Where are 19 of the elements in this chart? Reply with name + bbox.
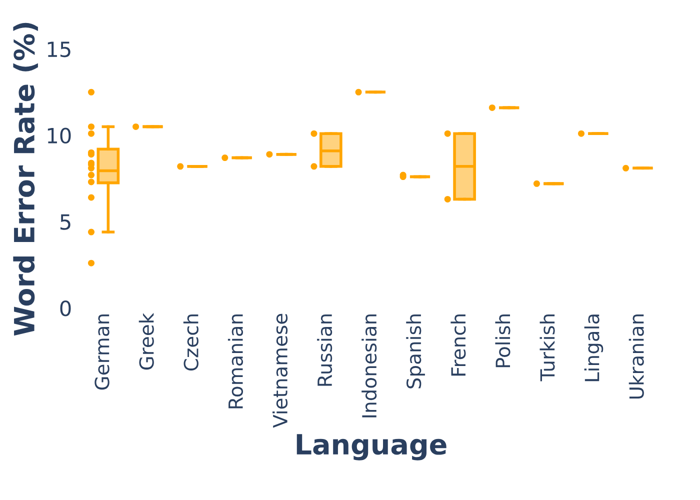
y-tick-label: 15 xyxy=(48,42,70,58)
y-tick-label: 10 xyxy=(48,128,71,144)
x-tick-label: Ukranian xyxy=(628,314,644,399)
x-tick-label: French xyxy=(450,314,466,376)
x-axis-title: Language xyxy=(296,434,446,460)
x-tick-label: Lingala xyxy=(584,314,604,382)
x-tick-label: Russian xyxy=(317,314,332,386)
x-tick-label: German xyxy=(94,314,110,390)
y-tick-label: 5 xyxy=(60,214,70,230)
y-axis-title: Word Error Rate (%) xyxy=(13,22,38,336)
x-tick-label: Polish xyxy=(495,314,510,368)
x-tick-label: Indonesian xyxy=(362,314,377,418)
x-tick-label: Romanian xyxy=(228,314,244,408)
x-tick-label: Czech xyxy=(183,314,198,371)
y-tick-label: 0 xyxy=(60,300,71,316)
x-tick-label: Greek xyxy=(138,312,154,370)
x-tick-label: Spanish xyxy=(406,314,425,388)
x-tick-label: Vietnamese xyxy=(272,314,288,428)
x-tick-label: Turkish xyxy=(540,314,555,382)
